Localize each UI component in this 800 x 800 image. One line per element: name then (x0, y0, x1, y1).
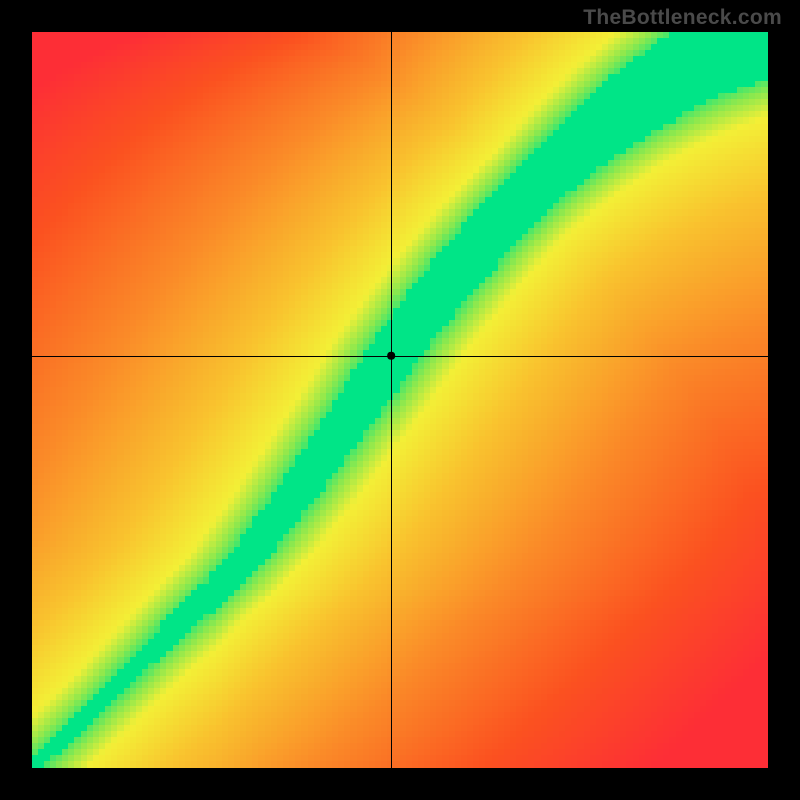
watermark-text: TheBottleneck.com (583, 6, 782, 30)
heatmap-container (32, 32, 768, 768)
bottleneck-heatmap (32, 32, 768, 768)
